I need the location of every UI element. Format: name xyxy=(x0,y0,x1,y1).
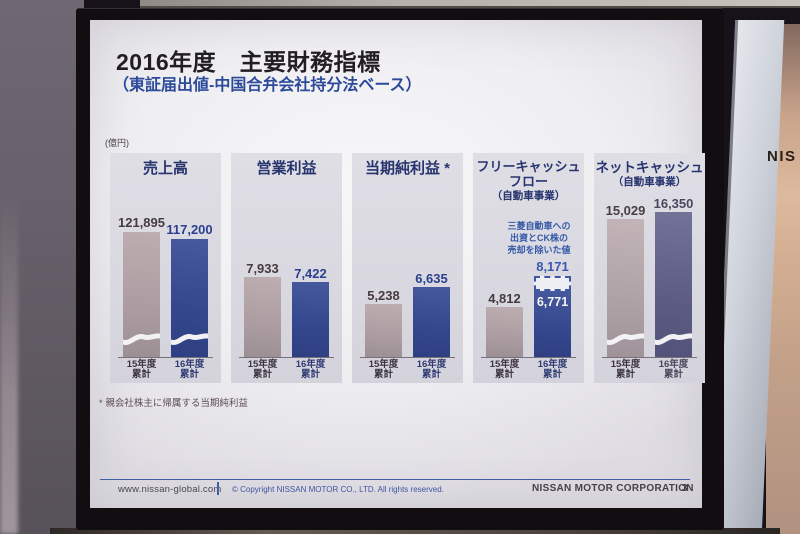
footnote: * 親会社株主に帰属する当期純利益 xyxy=(99,398,248,409)
footer-company-name: NISSAN MOTOR CORPORATION xyxy=(532,483,694,494)
panel-title-text: ネットキャッシュ xyxy=(595,160,704,175)
nissan-wall-logo: NIS xyxy=(767,148,797,165)
chart-panel-net-cash: ネットキャッシュ （自動車事業） 15,029 16,350 15年度 累計 1… xyxy=(594,153,705,383)
bar-fy15 xyxy=(607,219,644,357)
footer-copyright: © Copyright NISSAN MOTOR CO., LTD. All r… xyxy=(232,485,444,494)
panel-title-text: 当期純利益 * xyxy=(364,160,450,177)
axis-break-wave-icon xyxy=(655,333,692,345)
value-label-fy16: 6,635 xyxy=(415,271,448,286)
x-axis-label-fy16: 16年度 累計 xyxy=(537,358,568,381)
panel-title: フリーキャッシュ フロー （自動車事業） xyxy=(473,159,584,202)
table-edge xyxy=(50,528,780,534)
x-axis-label-fy16: 16年度 累計 xyxy=(416,358,447,381)
x-axis-label-fy16: 16年度 累計 xyxy=(658,358,689,381)
bar-fy15 xyxy=(244,277,281,357)
bar-fy15 xyxy=(365,304,402,357)
chart-panel-net-income: 当期純利益 * 5,238 6,635 15年度 累計 16年度 累計 xyxy=(352,153,463,383)
chart-panels-row: 売上高 121,895 117,200 15年度 累計 16年度 累計 営業利益 xyxy=(110,153,705,383)
axis-baseline xyxy=(481,357,576,358)
panel-title: 当期純利益 * xyxy=(352,160,463,177)
axis-break-wave-icon xyxy=(607,333,644,345)
page-number: 3 xyxy=(682,483,688,494)
x-axis-label-fy15: 15年度 累計 xyxy=(126,358,157,381)
chart-panel-free-cash-flow: フリーキャッシュ フロー （自動車事業） 三菱自動車への 出資とCK株の 売却を… xyxy=(473,153,584,383)
value-label-fy15: 15,029 xyxy=(605,203,646,218)
bar-fy16 xyxy=(292,282,329,357)
chart-panel-revenue: 売上高 121,895 117,200 15年度 累計 16年度 累計 xyxy=(110,153,221,383)
value-label-fy16: 16,350 xyxy=(653,196,694,211)
dashed-bar-extension xyxy=(534,276,571,291)
footer-website: www.nissan-global.com xyxy=(118,484,222,495)
axis-baseline xyxy=(118,357,213,358)
x-axis-label-fy15: 15年度 累計 xyxy=(489,358,520,381)
value-label-fy16: 117,200 xyxy=(166,222,213,237)
panel-title: 売上高 xyxy=(110,160,221,177)
value-label-inside-bar: 6,771 xyxy=(536,295,569,309)
x-axis-label-fy16: 16年度 累計 xyxy=(295,358,326,381)
value-label-fy15: 5,238 xyxy=(367,288,400,303)
chart-panel-operating-profit: 営業利益 7,933 7,422 15年度 累計 16年度 累計 xyxy=(231,153,342,383)
room-left-wall-light-patch xyxy=(0,190,18,534)
exclusion-annotation: 三菱自動車への 出資とCK株の 売却を除いた値 xyxy=(507,221,571,256)
slide-subtitle: （東証届出値-中国合弁会社持分法ベース） xyxy=(113,77,422,94)
axis-baseline xyxy=(239,357,334,358)
value-label-dashed-total: 8,171 xyxy=(536,259,569,274)
bar-fy16 xyxy=(534,291,571,357)
axis-baseline xyxy=(360,357,455,358)
value-label-fy16: 7,422 xyxy=(294,266,327,281)
value-label-fy15: 4,812 xyxy=(488,291,521,306)
footer-vertical-divider xyxy=(217,482,219,495)
bar-fy15 xyxy=(123,232,160,357)
panel-title: ネットキャッシュ （自動車事業） xyxy=(594,160,705,188)
axis-break-wave-icon xyxy=(171,333,208,345)
bar-fy16 xyxy=(413,287,450,357)
panel-title-text: 営業利益 xyxy=(256,160,317,177)
panel-title: 営業利益 xyxy=(231,160,342,177)
x-axis-label-fy15: 15年度 累計 xyxy=(368,358,399,381)
axis-baseline xyxy=(602,357,697,358)
value-label-fy15: 121,895 xyxy=(118,215,165,230)
x-axis-label-fy15: 15年度 累計 xyxy=(247,358,278,381)
bar-fy16 xyxy=(171,239,208,357)
panel-title-text: フリーキャッシュ フロー xyxy=(476,159,581,189)
panel-title-sub: （自動車事業） xyxy=(491,189,566,202)
value-label-fy15: 7,933 xyxy=(246,261,279,276)
x-axis-label-fy15: 15年度 累計 xyxy=(610,358,641,381)
panel-title-sub: （自動車事業） xyxy=(612,175,687,188)
bar-fy15 xyxy=(486,307,523,357)
x-axis-label-fy16: 16年度 累計 xyxy=(174,358,205,381)
slide-title: 2016年度 主要財務指標 xyxy=(116,49,381,75)
unit-label: (億円) xyxy=(105,138,129,148)
panel-title-text: 売上高 xyxy=(142,160,188,177)
footer-divider-line xyxy=(100,479,690,480)
ceiling-strip xyxy=(140,0,800,8)
bar-fy16 xyxy=(655,212,692,357)
axis-break-wave-icon xyxy=(123,333,160,345)
presentation-slide: 2016年度 主要財務指標 （東証届出値-中国合弁会社持分法ベース） (億円) … xyxy=(90,20,705,508)
